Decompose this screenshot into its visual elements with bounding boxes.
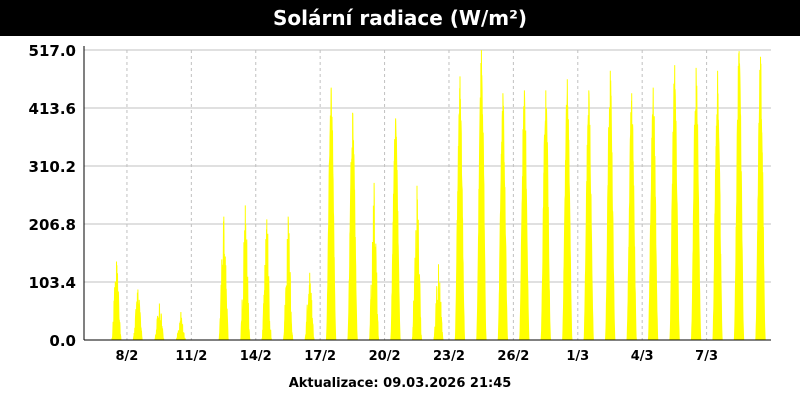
x-tick-label: 14/2 [240, 349, 272, 364]
x-tick-label: 17/2 [304, 349, 336, 364]
update-timestamp: Aktualizace: 09.03.2026 21:45 [288, 376, 512, 391]
chart-title: Solární radiace (W/m²) [0, 0, 800, 36]
x-tick-label: 23/2 [433, 349, 465, 364]
y-tick-label: 0.0 [49, 332, 76, 350]
x-tick-label: 11/2 [175, 349, 207, 364]
x-tick-label: 1/3 [566, 349, 589, 364]
y-tick-label: 413.6 [29, 100, 76, 118]
y-tick-label: 517.0 [29, 42, 76, 60]
grid-lines [84, 49, 771, 340]
x-tick-label: 7/3 [695, 349, 718, 364]
axes [83, 46, 771, 341]
x-tick-label: 26/2 [497, 349, 529, 364]
radiation-area [84, 49, 771, 341]
y-tick-label: 206.8 [29, 216, 76, 234]
y-tick-labels: 0.0 103.4 206.8 310.2 413.6 517.0 [29, 42, 76, 350]
x-tick-label: 4/3 [631, 349, 654, 364]
y-tick-label: 103.4 [29, 274, 76, 292]
chart-area: 0.0 103.4 206.8 310.2 413.6 517.0 8/2 11/2 14/2… [0, 36, 800, 370]
radiation-series [84, 49, 771, 341]
radiation-chart: 0.0 103.4 206.8 310.2 413.6 517.0 8/2 11/2 14/2… [29, 42, 771, 364]
x-tick-label: 20/2 [369, 349, 401, 364]
x-tick-label: 8/2 [116, 349, 139, 364]
x-tick-labels: 8/2 11/2 14/2 17/2 20/2 23/2 26/2 1/3 4/3 7/3 [116, 349, 719, 364]
y-tick-label: 310.2 [29, 158, 76, 176]
